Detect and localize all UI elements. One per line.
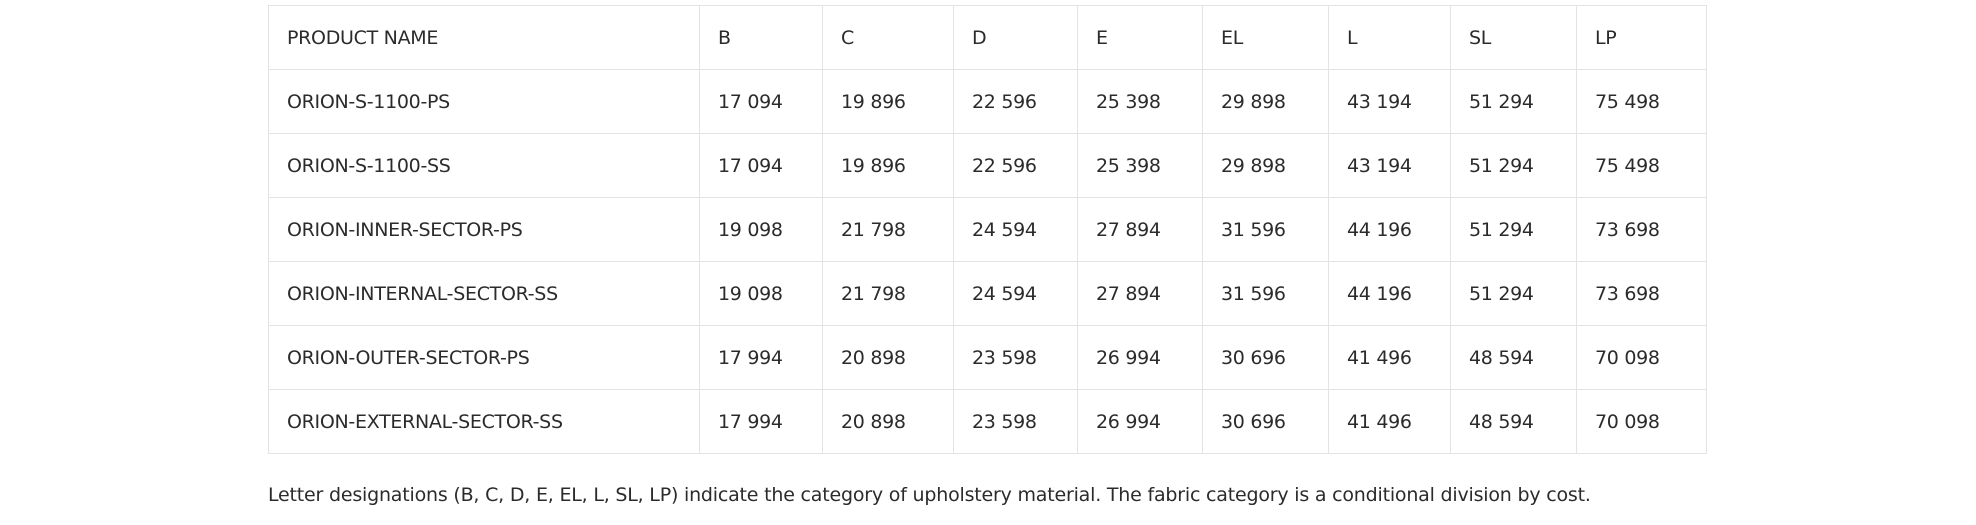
- price-cell: 27 894: [1077, 261, 1203, 326]
- product-name: ORION-INNER-SECTOR-PS: [268, 197, 700, 262]
- price-cell: 27 894: [1077, 197, 1203, 262]
- price-cell: 19 896: [822, 133, 954, 198]
- price-cell: 19 896: [822, 69, 954, 134]
- price-cell: 51 294: [1450, 261, 1577, 326]
- header-cell: E: [1077, 5, 1203, 70]
- price-cell: 24 594: [953, 261, 1078, 326]
- price-cell: 41 496: [1328, 389, 1451, 454]
- price-cell: 17 094: [699, 133, 823, 198]
- header-cell: SL: [1450, 5, 1577, 70]
- price-cell: 29 898: [1202, 133, 1329, 198]
- price-cell: 22 596: [953, 133, 1078, 198]
- price-cell: 23 598: [953, 389, 1078, 454]
- price-cell: 70 098: [1576, 325, 1707, 390]
- price-cell: 73 698: [1576, 197, 1707, 262]
- price-cell: 17 994: [699, 325, 823, 390]
- price-cell: 20 898: [822, 325, 954, 390]
- product-name: ORION-EXTERNAL-SECTOR-SS: [268, 389, 700, 454]
- price-cell: 75 498: [1576, 133, 1707, 198]
- header-cell: B: [699, 5, 823, 70]
- price-cell: 51 294: [1450, 197, 1577, 262]
- price-cell: 44 196: [1328, 197, 1451, 262]
- price-cell: 30 696: [1202, 325, 1329, 390]
- header-cell: LP: [1576, 5, 1707, 70]
- price-cell: 43 194: [1328, 69, 1451, 134]
- price-cell: 19 098: [699, 261, 823, 326]
- price-cell: 21 798: [822, 261, 954, 326]
- price-cell: 26 994: [1077, 389, 1203, 454]
- row: ORION-INNER-SECTOR-PS 19 098 21 798 24 594 2…: [268, 197, 1707, 262]
- header-cell: C: [822, 5, 954, 70]
- price-cell: 23 598: [953, 325, 1078, 390]
- row: ORION-S-1100-SS 17 094 19 896 22 596 25 398 2…: [268, 133, 1707, 198]
- price-cell: 51 294: [1450, 133, 1577, 198]
- price-cell: 26 994: [1077, 325, 1203, 390]
- price-cell: 31 596: [1202, 261, 1329, 326]
- product-name: ORION-S-1100-SS: [268, 133, 700, 198]
- product-name: ORION-INTERNAL-SECTOR-SS: [268, 261, 700, 326]
- row: ORION-S-1100-PS 17 094 19 896 22 596 25 398 2…: [268, 69, 1707, 134]
- row: ORION-EXTERNAL-SECTOR-SS 17 994 20 898 23 5…: [268, 389, 1707, 454]
- price-cell: 48 594: [1450, 389, 1577, 454]
- product-name: ORION-OUTER-SECTOR-PS: [268, 325, 700, 390]
- price-cell: 17 094: [699, 69, 823, 134]
- price-cell: 25 398: [1077, 69, 1203, 134]
- header-cell: PRODUCT NAME: [268, 5, 700, 70]
- price-cell: 41 496: [1328, 325, 1451, 390]
- header-cell: D: [953, 5, 1078, 70]
- price-cell: 70 098: [1576, 389, 1707, 454]
- price-cell: 73 698: [1576, 261, 1707, 326]
- price-cell: 31 596: [1202, 197, 1329, 262]
- header-row: PRODUCT NAME B C D E EL L SL LP: [268, 5, 1707, 70]
- note: Letter designations (B, C, D, E, EL, L, …: [268, 484, 1591, 506]
- row: ORION-INTERNAL-SECTOR-SS 19 098 21 798 24 5…: [268, 261, 1707, 326]
- price-table: PRODUCT NAME B C D E EL L SL LP ORION-S-1100-PS 1…: [268, 5, 1707, 454]
- price-cell: 51 294: [1450, 69, 1577, 134]
- price-cell: 29 898: [1202, 69, 1329, 134]
- header-cell: EL: [1202, 5, 1329, 70]
- price-cell: 43 194: [1328, 133, 1451, 198]
- price-cell: 20 898: [822, 389, 954, 454]
- price-cell: 48 594: [1450, 325, 1577, 390]
- price-cell: 30 696: [1202, 389, 1329, 454]
- price-cell: 17 994: [699, 389, 823, 454]
- price-cell: 75 498: [1576, 69, 1707, 134]
- price-cell: 24 594: [953, 197, 1078, 262]
- price-cell: 19 098: [699, 197, 823, 262]
- price-cell: 25 398: [1077, 133, 1203, 198]
- row: ORION-OUTER-SECTOR-PS 17 994 20 898 23 598 2…: [268, 325, 1707, 390]
- price-cell: 22 596: [953, 69, 1078, 134]
- price-cell: 44 196: [1328, 261, 1451, 326]
- header-cell: L: [1328, 5, 1451, 70]
- product-name: ORION-S-1100-PS: [268, 69, 700, 134]
- price-cell: 21 798: [822, 197, 954, 262]
